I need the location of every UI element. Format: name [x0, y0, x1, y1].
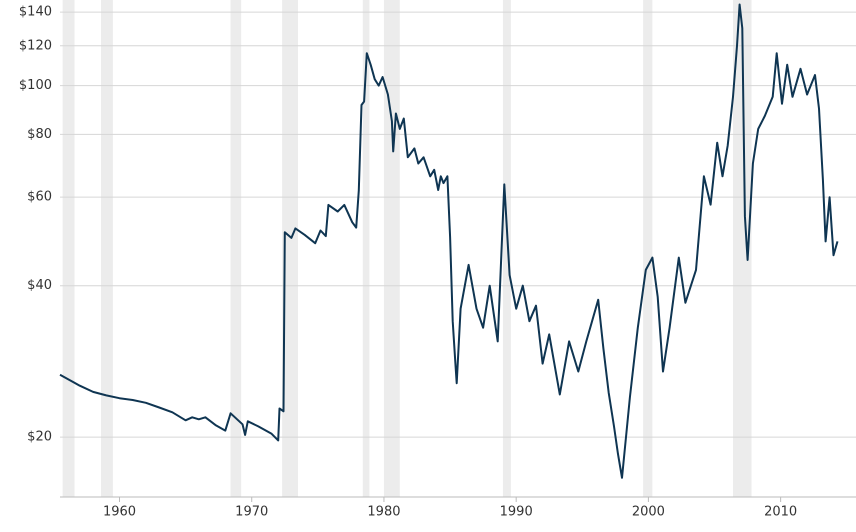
- y-tick-label: $40: [27, 278, 52, 293]
- recession-band: [230, 0, 242, 497]
- recession-band: [502, 0, 511, 497]
- y-tick-label: $120: [19, 38, 52, 53]
- y-tick-label: $140: [19, 5, 52, 20]
- y-tick-label: $60: [27, 190, 52, 205]
- x-tick-label: 1990: [500, 505, 533, 520]
- x-tick-label: 1960: [103, 505, 136, 520]
- y-tick-label: $80: [27, 127, 52, 142]
- y-tick-label: $20: [27, 430, 52, 445]
- recession-band: [643, 0, 653, 497]
- recession-band: [383, 0, 400, 497]
- recession-band: [62, 0, 75, 497]
- recession-band: [282, 0, 299, 497]
- data-line: [59, 3, 839, 479]
- x-tick-label: 2010: [764, 505, 797, 520]
- x-tick-label: 1980: [367, 505, 400, 520]
- x-tick-label: 1970: [235, 505, 268, 520]
- recession-band: [362, 0, 370, 497]
- recession-band: [100, 0, 113, 497]
- recession-band: [733, 0, 752, 497]
- x-tick-label: 2000: [632, 505, 665, 520]
- y-tick-label: $100: [19, 78, 52, 93]
